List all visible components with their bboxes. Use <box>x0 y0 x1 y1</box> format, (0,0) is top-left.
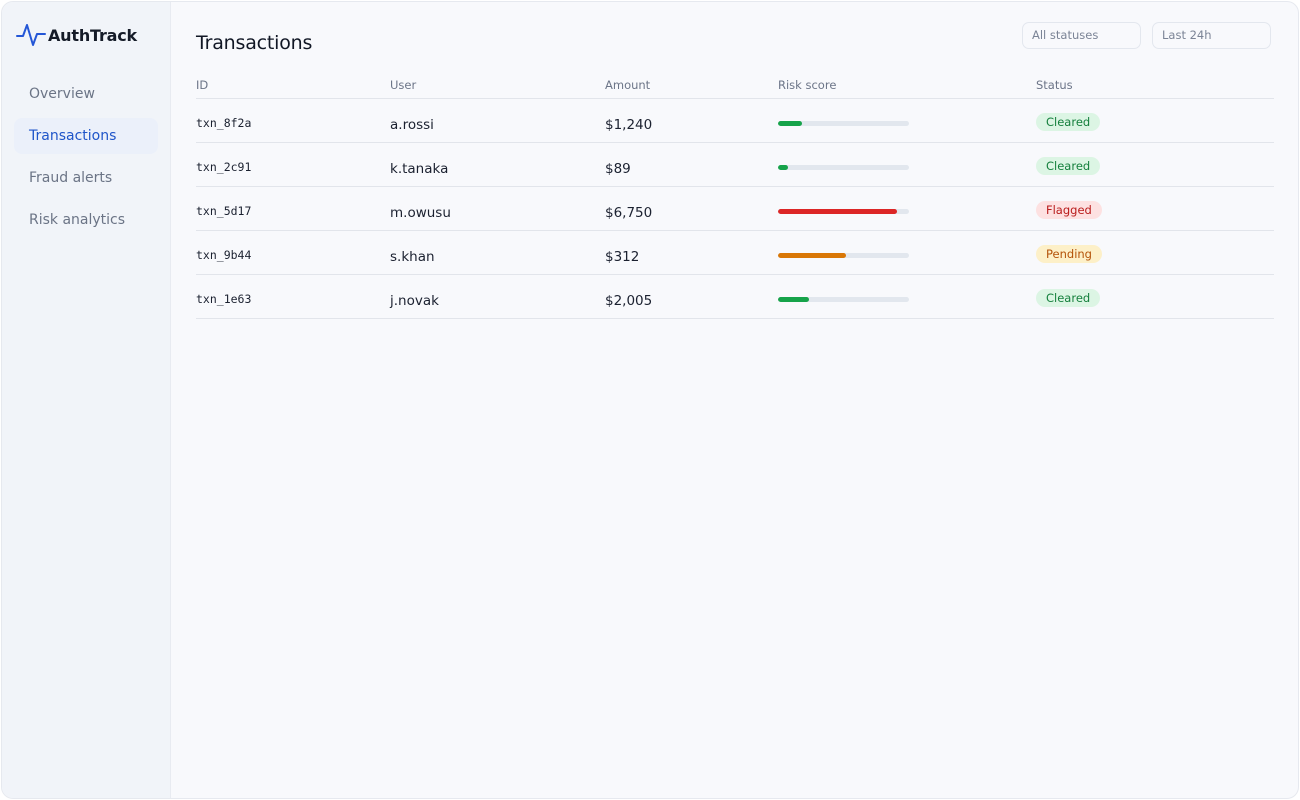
page-title: Transactions <box>196 32 313 54</box>
transaction-id: txn_1e63 <box>196 292 252 306</box>
table-row[interactable]: txn_5d17 m.owusu $6,750 Flagged <box>196 187 1274 231</box>
status-badge: Cleared <box>1036 113 1101 131</box>
sidebar: AuthTrack Overview Transactions Fraud al… <box>2 2 171 798</box>
sidebar-nav: Overview Transactions Fraud alerts Risk … <box>14 76 158 244</box>
time-range-select[interactable]: Last 24h <box>1152 22 1271 49</box>
risk-score-bar <box>778 121 909 126</box>
column-header-risk-score: Risk score <box>778 78 837 92</box>
risk-score-bar <box>778 253 909 258</box>
transaction-amount: $89 <box>605 161 631 177</box>
status-badge: Pending <box>1036 245 1102 263</box>
transaction-id: txn_8f2a <box>196 116 252 130</box>
transaction-id: txn_9b44 <box>196 248 252 262</box>
status-badge: Flagged <box>1036 201 1102 219</box>
table-row[interactable]: txn_1e63 j.novak $2,005 Cleared <box>196 275 1274 319</box>
transaction-amount: $6,750 <box>605 205 653 221</box>
sidebar-item-fraud-alerts[interactable]: Fraud alerts <box>29 170 113 186</box>
brand-name: AuthTrack <box>48 25 137 45</box>
transaction-id: txn_2c91 <box>196 160 252 174</box>
sidebar-item-risk-analytics[interactable]: Risk analytics <box>29 212 126 228</box>
risk-score-fill <box>778 165 789 170</box>
pulse-icon <box>16 24 46 46</box>
risk-score-bar <box>778 209 909 214</box>
transaction-id: txn_5d17 <box>196 204 252 218</box>
column-header-status: Status <box>1036 78 1073 92</box>
status-badge: Cleared <box>1036 157 1101 175</box>
risk-score-bar <box>778 165 909 170</box>
status-badge: Cleared <box>1036 289 1101 307</box>
transaction-amount: $312 <box>605 249 640 265</box>
table-header: ID User Amount Risk score Status <box>196 70 1274 99</box>
risk-score-bar <box>778 297 909 302</box>
transaction-amount: $2,005 <box>605 293 653 309</box>
brand[interactable]: AuthTrack <box>16 22 137 48</box>
risk-score-fill <box>778 209 898 214</box>
transactions-table: ID User Amount Risk score Status txn_8f2… <box>196 70 1274 319</box>
risk-score-fill <box>778 121 802 126</box>
transaction-amount: $1,240 <box>605 117 653 133</box>
table-row[interactable]: txn_9b44 s.khan $312 Pending <box>196 231 1274 275</box>
column-header-user: User <box>390 78 417 92</box>
transaction-user: m.owusu <box>390 205 451 221</box>
transaction-user: j.novak <box>390 293 439 309</box>
status-filter-select[interactable]: All statuses <box>1022 22 1141 49</box>
risk-score-fill <box>778 253 847 258</box>
table-row[interactable]: txn_2c91 k.tanaka $89 Cleared <box>196 143 1274 187</box>
transaction-user: a.rossi <box>390 117 434 133</box>
table-body: txn_8f2a a.rossi $1,240 Cleared txn_2c91… <box>196 99 1274 319</box>
column-header-id: ID <box>196 78 209 92</box>
sidebar-item-transactions[interactable]: Transactions <box>14 118 158 154</box>
sidebar-item-overview[interactable]: Overview <box>29 86 95 102</box>
table-row[interactable]: txn_8f2a a.rossi $1,240 Cleared <box>196 99 1274 143</box>
main-content: Transactions All statuses Last 24h ID Us… <box>171 2 1298 798</box>
transaction-user: s.khan <box>390 249 435 265</box>
transaction-user: k.tanaka <box>390 161 449 177</box>
risk-score-fill <box>778 297 810 302</box>
column-header-amount: Amount <box>605 78 651 92</box>
